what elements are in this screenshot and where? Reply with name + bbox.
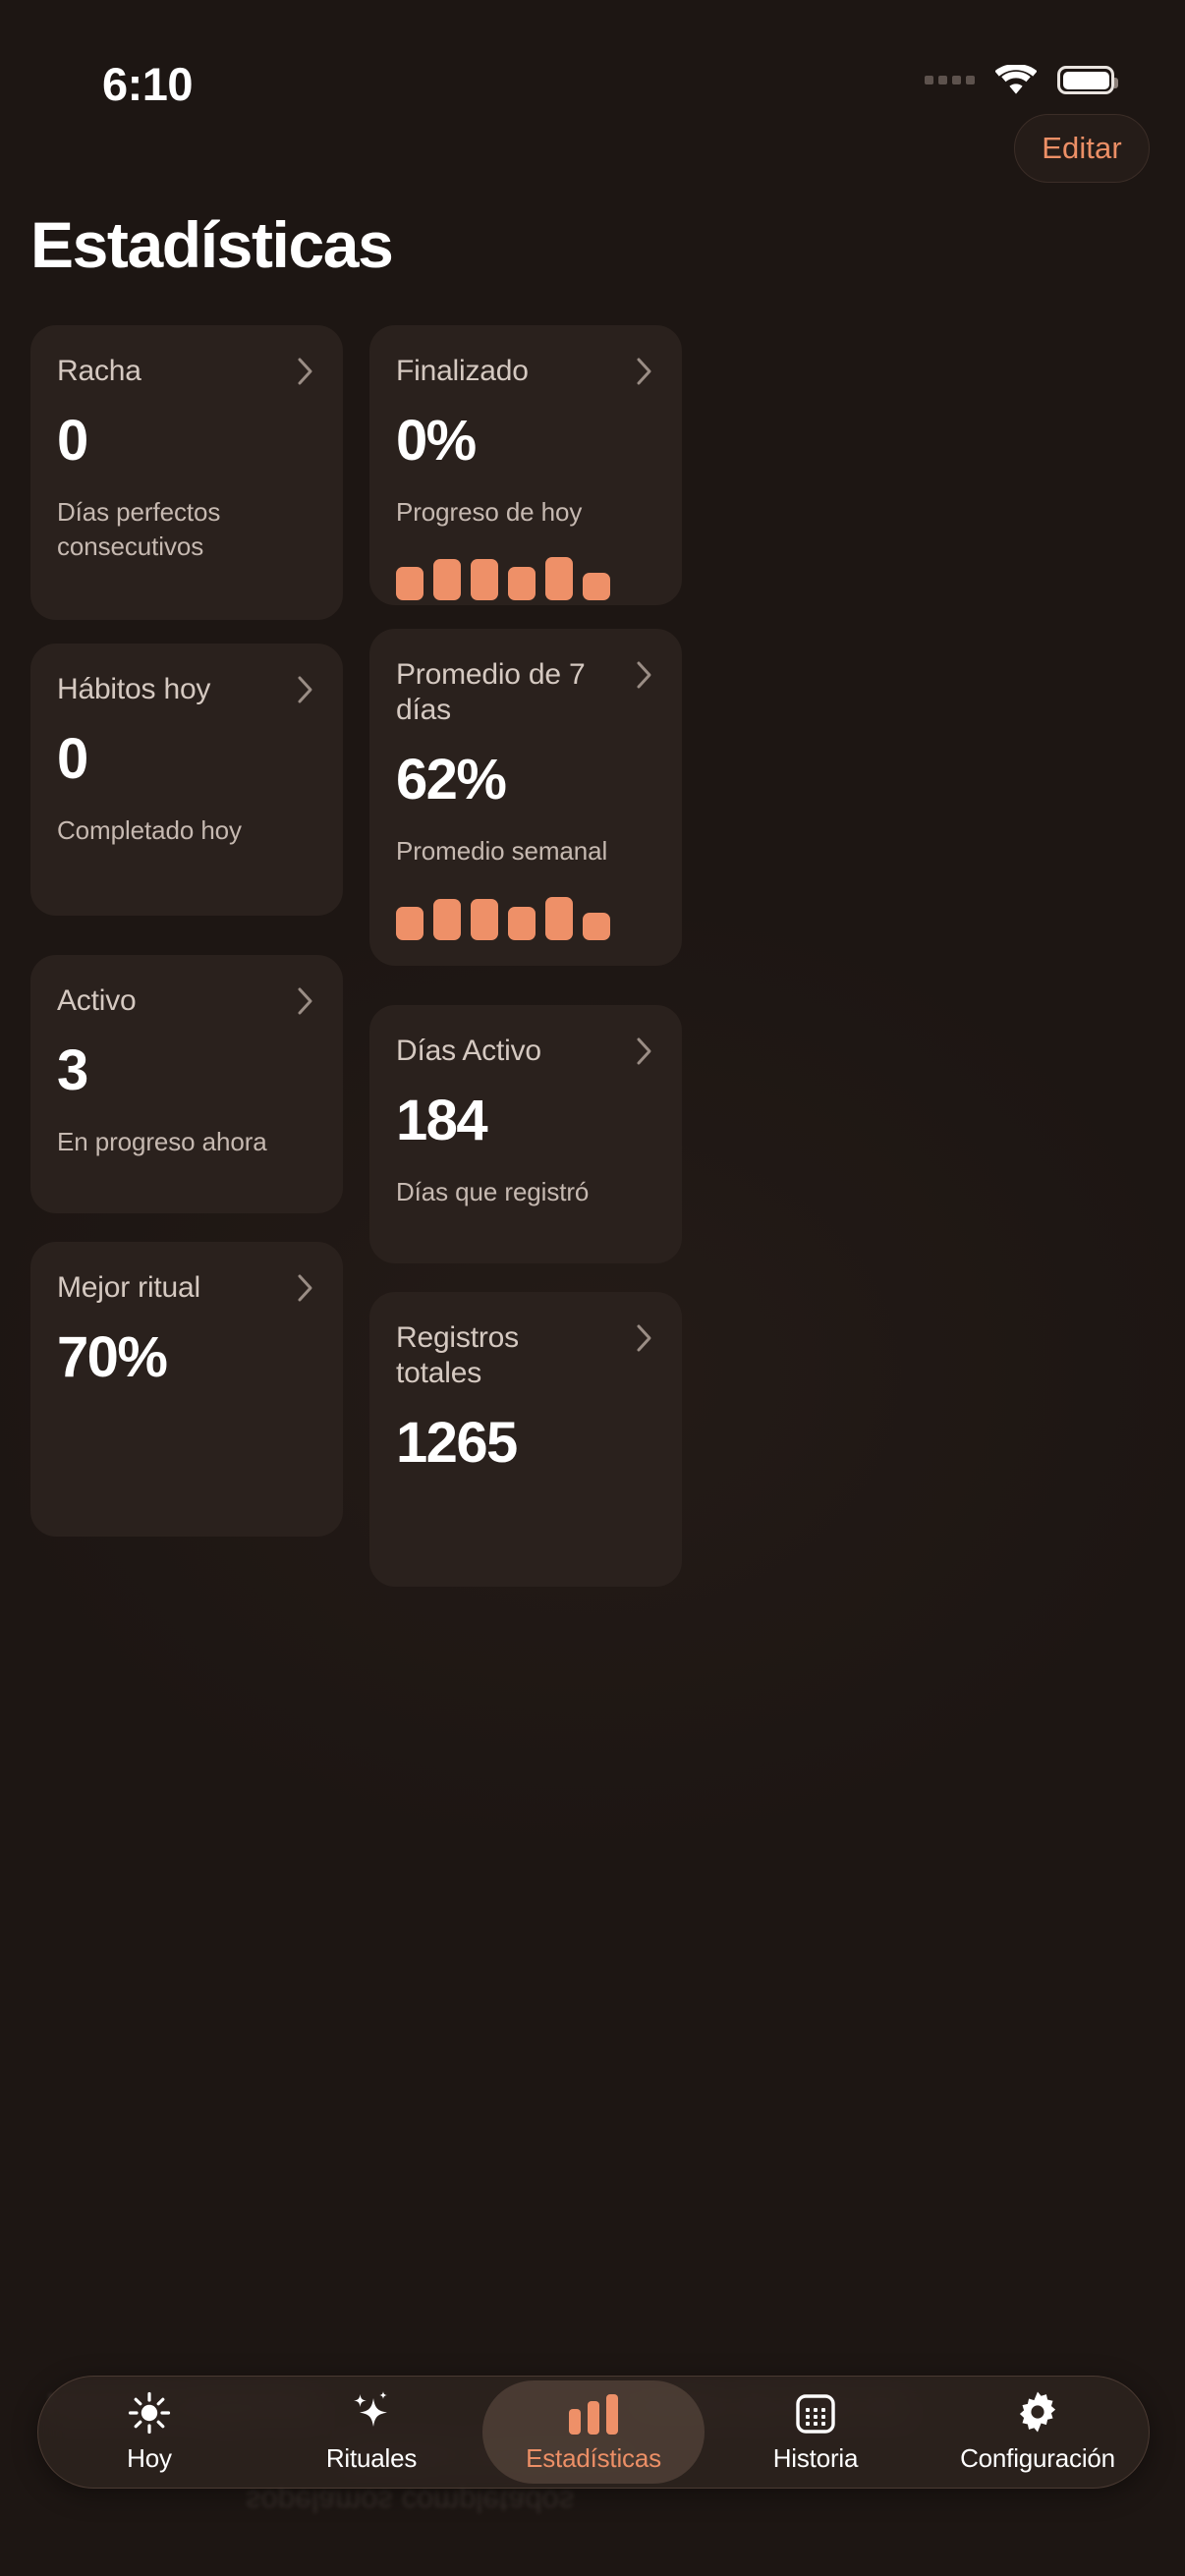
- chevron-right-icon[interactable]: [634, 657, 655, 693]
- sparkline-bar: [433, 558, 461, 600]
- sparkles-icon: [349, 2390, 394, 2435]
- sparkline-bar: [396, 566, 423, 600]
- card-subtitle: Completado hoy: [57, 815, 242, 845]
- chevron-right-icon[interactable]: [295, 354, 316, 389]
- chevron-right-icon[interactable]: [295, 672, 316, 707]
- status-indicators: [925, 65, 1118, 95]
- card-label: Días Activo: [396, 1035, 541, 1067]
- stat-card-habitos-hoy[interactable]: Hábitos hoy 0 Completado hoy: [30, 644, 343, 916]
- card-label: Finalizado: [396, 355, 529, 387]
- sparkline-bar: [583, 572, 610, 600]
- stat-card-registros-totales[interactable]: Registros totales 1265: [369, 1292, 682, 1587]
- tab-label: Hoy: [127, 2442, 172, 2473]
- stat-card-dias-activo[interactable]: Días Activo 184 Días que registró: [369, 1005, 682, 1263]
- sparkline-bar: [508, 907, 536, 940]
- card-header: Hábitos hoy: [57, 672, 316, 707]
- chevron-right-icon[interactable]: [295, 1270, 316, 1306]
- chevron-right-icon[interactable]: [634, 1320, 655, 1356]
- background-text-line: sopelamos completados: [246, 2485, 575, 2519]
- stats-card-grid: Racha 0 Días perfectos consecutivos Hábi…: [30, 325, 1155, 1587]
- signal-dots-icon: [925, 76, 975, 84]
- card-label: Mejor ritual: [57, 1271, 200, 1304]
- status-bar: 6:10: [0, 0, 1185, 128]
- grid-gap: [30, 916, 343, 955]
- grid-gap: [369, 1263, 682, 1292]
- card-value: 184: [396, 1089, 488, 1152]
- grid-gap: [369, 605, 682, 629]
- stats-column-left: Racha 0 Días perfectos consecutivos Hábi…: [30, 325, 343, 1587]
- sparkline-bar: [471, 899, 498, 940]
- gear-icon: [1015, 2391, 1060, 2435]
- calendar-icon: [795, 2391, 836, 2435]
- tab-rituales[interactable]: Rituales: [260, 2377, 482, 2488]
- tab-label: Configuración: [960, 2442, 1115, 2473]
- tab-label: Rituales: [325, 2442, 418, 2473]
- card-subtitle: Días perfectos consecutivos: [57, 497, 221, 561]
- card-header: Registros totales: [396, 1320, 655, 1391]
- tab-hoy[interactable]: Hoy: [38, 2377, 260, 2488]
- card-value: 62%: [396, 748, 507, 812]
- card-value: 3: [57, 1038, 88, 1102]
- card-header: Finalizado: [396, 354, 655, 389]
- card-value: 1265: [396, 1411, 518, 1475]
- card-subtitle: Días que registró: [396, 1177, 590, 1206]
- stat-card-finalizado[interactable]: Finalizado 0% Progreso de hoy: [369, 325, 682, 605]
- card-value: 0: [57, 727, 88, 791]
- chevron-right-icon[interactable]: [634, 1034, 655, 1069]
- card-label: Promedio de 7 días: [396, 658, 586, 726]
- sun-icon: [128, 2391, 171, 2435]
- wifi-icon: [995, 65, 1037, 95]
- grid-gap: [369, 966, 682, 1005]
- chevron-right-icon[interactable]: [634, 354, 655, 389]
- sparkline-bar: [396, 907, 423, 940]
- page-title: Estadísticas: [30, 208, 394, 281]
- tab-label: Historia: [772, 2442, 859, 2473]
- card-header: Racha: [57, 354, 316, 389]
- card-label: Registros totales: [396, 1321, 519, 1389]
- bar-chart-icon: [569, 2391, 618, 2435]
- tab-estadisticas[interactable]: Estadísticas: [482, 2380, 705, 2484]
- card-value: 0%: [396, 409, 477, 473]
- stat-card-racha[interactable]: Racha 0 Días perfectos consecutivos: [30, 325, 343, 620]
- card-label: Racha: [57, 355, 141, 387]
- sparkline-chart-promedio: [396, 896, 655, 940]
- card-label: Hábitos hoy: [57, 673, 211, 705]
- sparkline-bar: [583, 913, 610, 940]
- stat-card-promedio-7-dias[interactable]: Promedio de 7 días 62% Promedio semanal: [369, 629, 682, 966]
- card-subtitle: Progreso de hoy: [396, 497, 583, 527]
- chevron-right-icon[interactable]: [295, 983, 316, 1019]
- sparkline-bar: [433, 899, 461, 940]
- grid-gap: [30, 620, 343, 644]
- card-value: 0: [57, 409, 88, 473]
- stat-card-activo[interactable]: Activo 3 En progreso ahora: [30, 955, 343, 1213]
- sparkline-bar: [471, 558, 498, 600]
- edit-button[interactable]: Editar: [1014, 114, 1150, 183]
- sparkline-bar: [545, 897, 573, 940]
- stats-column-right: Finalizado 0% Progreso de hoy Promedio d…: [369, 325, 682, 1587]
- sparkline-bar: [545, 556, 573, 600]
- card-header: Mejor ritual: [57, 1270, 316, 1306]
- tab-historia[interactable]: Historia: [705, 2377, 927, 2488]
- tab-configuracion[interactable]: Configuración: [927, 2377, 1149, 2488]
- status-clock: 6:10: [102, 58, 194, 110]
- grid-gap: [30, 1213, 343, 1242]
- sparkline-bar: [508, 566, 536, 600]
- bottom-tab-bar: Hoy Rituales Estadísticas: [37, 2376, 1150, 2489]
- sparkline-chart-finalizado: [396, 556, 655, 600]
- card-header: Días Activo: [396, 1034, 655, 1069]
- tab-label: Estadísticas: [526, 2442, 661, 2473]
- card-header: Promedio de 7 días: [396, 657, 655, 728]
- card-header: Activo: [57, 983, 316, 1019]
- card-value: 70%: [57, 1325, 168, 1389]
- stat-card-mejor-ritual[interactable]: Mejor ritual 70%: [30, 1242, 343, 1537]
- card-subtitle: Promedio semanal: [396, 836, 608, 866]
- card-subtitle: En progreso ahora: [57, 1127, 267, 1156]
- battery-icon: [1057, 66, 1118, 94]
- card-label: Activo: [57, 984, 137, 1017]
